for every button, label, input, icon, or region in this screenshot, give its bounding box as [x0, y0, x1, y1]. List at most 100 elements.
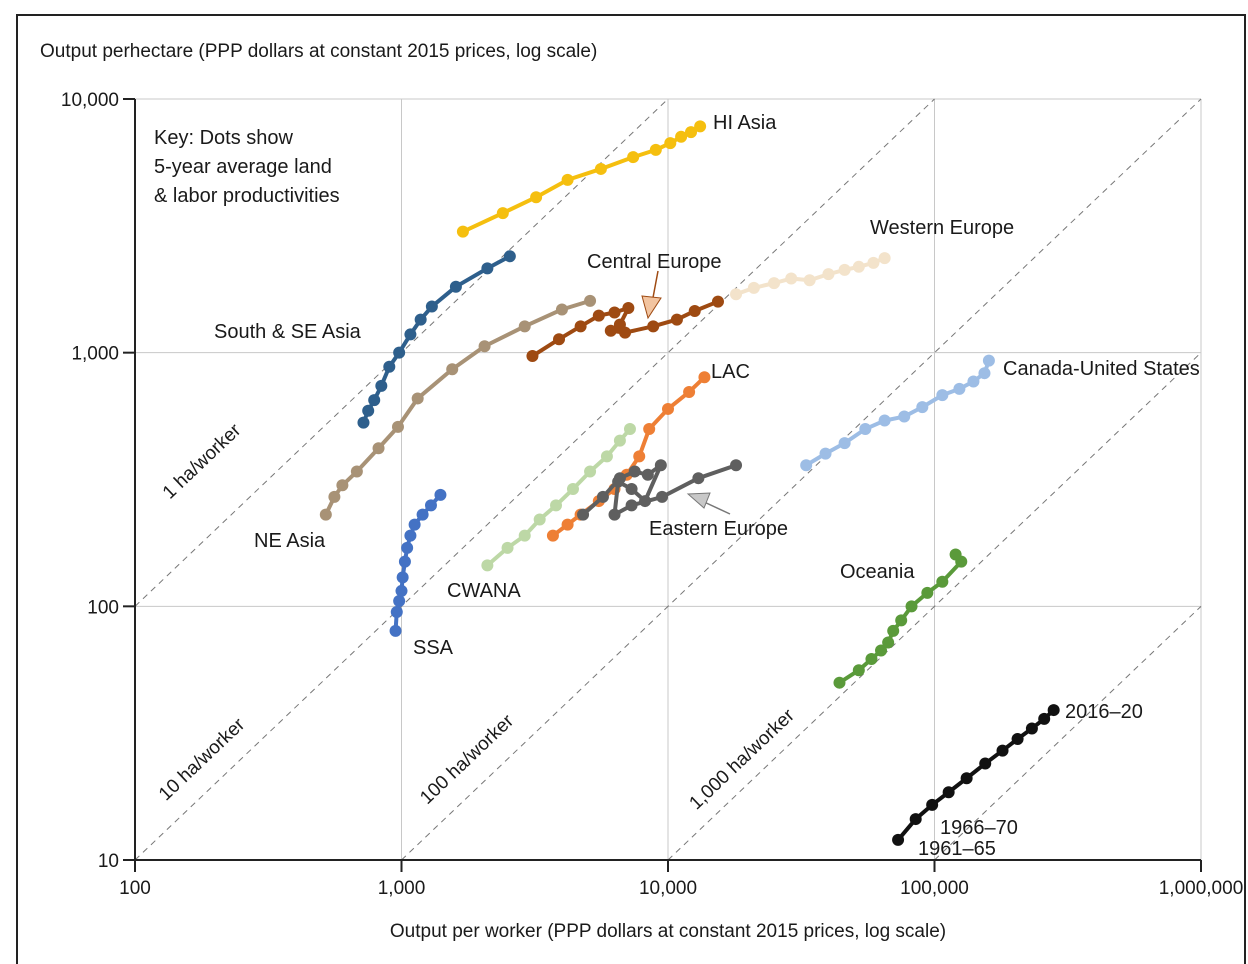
series-group — [577, 459, 743, 521]
data-point — [670, 313, 683, 326]
series-label: Eastern Europe — [649, 518, 788, 540]
series-group — [389, 488, 447, 637]
data-point — [425, 300, 438, 313]
series-label: 2016–20 — [1065, 701, 1143, 723]
data-point — [375, 379, 388, 392]
y-tick-label: 100 — [87, 597, 119, 618]
data-point — [362, 404, 375, 417]
data-point — [859, 423, 872, 436]
data-point — [628, 465, 641, 478]
data-point — [898, 410, 911, 423]
data-point — [979, 757, 992, 770]
data-point — [878, 414, 891, 427]
data-point — [662, 402, 674, 415]
data-point — [390, 605, 403, 618]
data-point — [434, 488, 447, 501]
data-point — [639, 495, 652, 508]
data-point — [838, 437, 851, 450]
data-point — [584, 294, 597, 307]
data-point — [518, 529, 531, 542]
series-label: LAC — [711, 361, 750, 383]
data-point — [921, 586, 934, 599]
series-line — [581, 463, 739, 517]
series-label: Oceania — [840, 561, 915, 583]
data-point — [730, 459, 743, 472]
data-point — [747, 281, 760, 294]
data-point — [926, 798, 939, 811]
data-point — [501, 541, 514, 554]
data-point — [664, 137, 677, 150]
data-point — [768, 277, 781, 290]
reference-line-label: 10 ha/worker — [155, 714, 250, 805]
data-point — [1038, 712, 1051, 725]
data-point — [414, 313, 427, 326]
data-point — [391, 420, 404, 433]
y-axis-title: Output perhectare (PPP dollars at consta… — [40, 41, 597, 62]
reference-line-label: 1,000 ha/worker — [685, 705, 799, 814]
x-tick-label: 1,000 — [378, 878, 426, 899]
data-point — [649, 143, 662, 156]
data-point — [393, 346, 406, 359]
data-point — [574, 320, 587, 333]
data-point — [785, 272, 798, 285]
data-point — [328, 490, 341, 503]
series-line — [485, 427, 632, 568]
series-label: NE Asia — [254, 530, 326, 552]
chart-frame — [16, 14, 1246, 964]
data-point — [698, 371, 711, 384]
y-tick-label: 1,000 — [71, 344, 119, 365]
data-point — [372, 442, 385, 455]
data-point — [383, 360, 396, 373]
data-point — [675, 130, 688, 143]
series-label: Canada-United States — [1003, 358, 1200, 380]
data-point — [398, 555, 411, 568]
data-point — [604, 324, 617, 337]
data-point — [416, 508, 429, 521]
data-point — [389, 624, 402, 637]
data-point — [424, 499, 437, 512]
key-text: & labor productivities — [154, 185, 340, 207]
y-tick-label: 10,000 — [61, 90, 119, 111]
series-group — [892, 704, 1060, 846]
series-line — [361, 254, 512, 425]
reference-line-label: 1 ha/worker — [159, 419, 246, 503]
data-point — [942, 786, 955, 799]
x-tick-label: 100,000 — [900, 878, 969, 899]
data-point — [555, 303, 568, 316]
data-point — [550, 499, 563, 512]
data-point — [401, 541, 414, 554]
reference-line — [667, 352, 1202, 861]
data-point — [875, 644, 888, 657]
data-point — [688, 304, 701, 317]
data-point — [978, 367, 991, 380]
data-point — [481, 262, 494, 275]
data-point — [882, 636, 895, 649]
data-point — [905, 600, 918, 613]
data-point — [1025, 722, 1038, 735]
key-text: 5-year average land — [154, 156, 332, 178]
x-tick-label: 10,000 — [639, 878, 697, 899]
data-point — [936, 575, 949, 588]
data-point — [456, 225, 469, 238]
eastern-europe-arrow — [701, 500, 731, 515]
data-point — [553, 333, 566, 346]
data-point — [350, 465, 363, 478]
data-point — [887, 624, 900, 637]
data-point — [694, 120, 707, 133]
data-point — [608, 508, 621, 521]
data-point — [600, 450, 613, 463]
key-text: Key: Dots show — [154, 127, 294, 149]
series-label: 1966–70 — [940, 817, 1018, 839]
series-label: Central Europe — [587, 251, 722, 273]
data-point — [895, 614, 908, 627]
data-point — [561, 518, 574, 531]
grid-layer — [134, 98, 1202, 861]
data-point — [496, 207, 509, 220]
data-point — [982, 354, 995, 367]
data-point — [566, 483, 579, 496]
data-point — [592, 309, 605, 322]
data-point — [633, 450, 646, 463]
data-point — [546, 529, 559, 542]
